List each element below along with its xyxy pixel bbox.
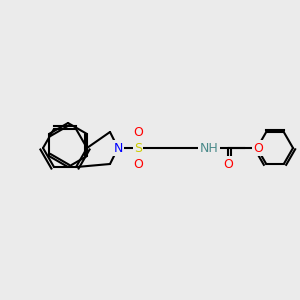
Text: O: O <box>253 142 263 154</box>
Text: O: O <box>133 125 143 139</box>
Text: O: O <box>223 158 233 170</box>
Text: O: O <box>133 158 143 170</box>
Text: S: S <box>134 142 142 154</box>
Text: NH: NH <box>200 142 218 154</box>
Text: N: N <box>113 142 123 154</box>
